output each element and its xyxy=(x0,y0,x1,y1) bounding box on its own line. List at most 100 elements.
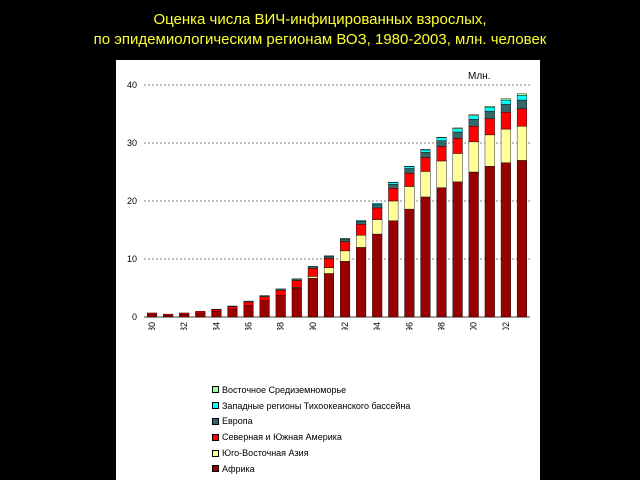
bar-segment xyxy=(388,200,399,221)
bar-segment xyxy=(340,250,351,262)
bar-segment xyxy=(259,295,270,297)
legend-label: Юго-Восточная Азия xyxy=(222,448,309,459)
bar-segment xyxy=(291,287,302,318)
bar-segment xyxy=(147,312,158,315)
bar-segment xyxy=(307,268,318,277)
bar-segment xyxy=(211,310,222,318)
x-tick-label: 2000 xyxy=(469,322,479,330)
bar-segment xyxy=(259,300,270,318)
bar-segment xyxy=(259,296,270,301)
bar-segment xyxy=(356,223,367,236)
bar-segment xyxy=(275,288,286,291)
bar-segment xyxy=(500,98,511,101)
bar-segment xyxy=(500,112,511,130)
bar-segment xyxy=(452,127,463,129)
bar-segment xyxy=(307,266,318,269)
unit-label: Млн. xyxy=(468,71,490,82)
bar-segment xyxy=(356,221,367,225)
x-tick-label: 2002 xyxy=(501,322,511,330)
bar-segment xyxy=(227,308,238,318)
x-tick-label: 1996 xyxy=(404,322,414,330)
x-tick-label: 1990 xyxy=(308,322,318,330)
legend-swatch xyxy=(212,386,219,394)
bar-segment xyxy=(436,137,447,141)
bar-segment xyxy=(243,301,254,306)
legend-item: Юго-Восточная Азия xyxy=(212,445,532,461)
legend-label: Восточное Средиземноморье xyxy=(222,384,347,395)
bar-segment xyxy=(291,278,302,281)
bar-segment xyxy=(484,134,495,167)
bar-segment xyxy=(211,309,222,312)
bar-segment xyxy=(323,258,334,268)
bar-segment xyxy=(179,312,190,315)
x-tick-label: 1994 xyxy=(372,322,382,330)
bar-segment xyxy=(243,300,254,303)
bar-segment xyxy=(436,136,447,138)
bar-segment xyxy=(323,267,334,274)
bar-segment xyxy=(388,188,399,202)
legend-item: Восточное Средиземноморье xyxy=(212,382,532,398)
bar-segment xyxy=(484,105,495,108)
y-tick-label: 0 xyxy=(132,312,137,322)
bar-segment xyxy=(516,95,527,101)
x-tick-label: 1984 xyxy=(211,322,221,330)
bar-segment xyxy=(388,182,399,185)
y-tick-label: 10 xyxy=(127,254,137,264)
bar-segment xyxy=(307,277,318,318)
bar-segment xyxy=(356,220,367,222)
bar-segment xyxy=(404,168,415,174)
bar-segment xyxy=(452,153,463,183)
legend-label: Европа xyxy=(222,416,253,427)
bar-segment xyxy=(420,152,431,158)
bar-segment xyxy=(404,208,415,318)
bar-segment xyxy=(484,165,495,318)
bar-segment xyxy=(372,207,383,220)
x-tick-label: 1982 xyxy=(179,322,189,330)
bar-segment xyxy=(195,312,206,318)
bar-segment xyxy=(340,261,351,318)
bar-segment xyxy=(243,305,254,318)
legend-swatch xyxy=(212,417,219,425)
chart-legend: Восточное Средиземноморье Западные регион… xyxy=(212,382,532,477)
legend-label: Северная и Южная Америка xyxy=(222,432,342,443)
bar-segment xyxy=(307,276,318,279)
bar-segment xyxy=(420,157,431,172)
legend-swatch xyxy=(212,449,219,457)
chart-title: Оценка числа ВИЧ-инфицированных взрослых… xyxy=(0,10,640,50)
bar-segment xyxy=(404,166,415,169)
bar-segment xyxy=(516,160,527,318)
bar-segment xyxy=(484,110,495,119)
bar-segment xyxy=(275,295,286,318)
chart-panel: 0 10 20 30 40 Млн. 1980 1982 1984 1986 1988 1990 199… xyxy=(116,60,540,480)
bar-segment xyxy=(500,162,511,318)
bar-segment xyxy=(372,233,383,318)
x-tick-label: 1986 xyxy=(244,322,254,330)
bar-segment xyxy=(147,313,158,318)
bar-segment xyxy=(436,160,447,188)
bar-segment xyxy=(500,103,511,113)
bar-segment xyxy=(500,99,511,105)
bar-segment xyxy=(516,108,527,127)
bar-segment xyxy=(516,99,527,109)
y-tick-label: 40 xyxy=(127,80,137,90)
bar-segment xyxy=(436,146,447,162)
bar-segment xyxy=(468,125,479,143)
bar-segment xyxy=(452,128,463,133)
bar-segment xyxy=(340,241,351,252)
bar-segment xyxy=(163,315,174,318)
bar-segment xyxy=(436,140,447,147)
bar-segment xyxy=(372,219,383,235)
legend-label: Африка xyxy=(222,463,255,474)
bar-segment xyxy=(500,128,511,163)
bar-segment xyxy=(404,186,415,210)
x-tick-label: 1992 xyxy=(340,322,350,330)
bar-segment xyxy=(468,114,479,116)
bar-segment xyxy=(340,238,351,242)
bar-segment xyxy=(275,290,286,296)
y-tick-label: 20 xyxy=(127,196,137,206)
legend-swatch xyxy=(212,402,219,410)
bar-segment xyxy=(179,313,190,318)
x-tick-label: 1988 xyxy=(276,322,286,330)
bar-segment xyxy=(340,238,351,240)
bar-segment xyxy=(163,313,174,316)
